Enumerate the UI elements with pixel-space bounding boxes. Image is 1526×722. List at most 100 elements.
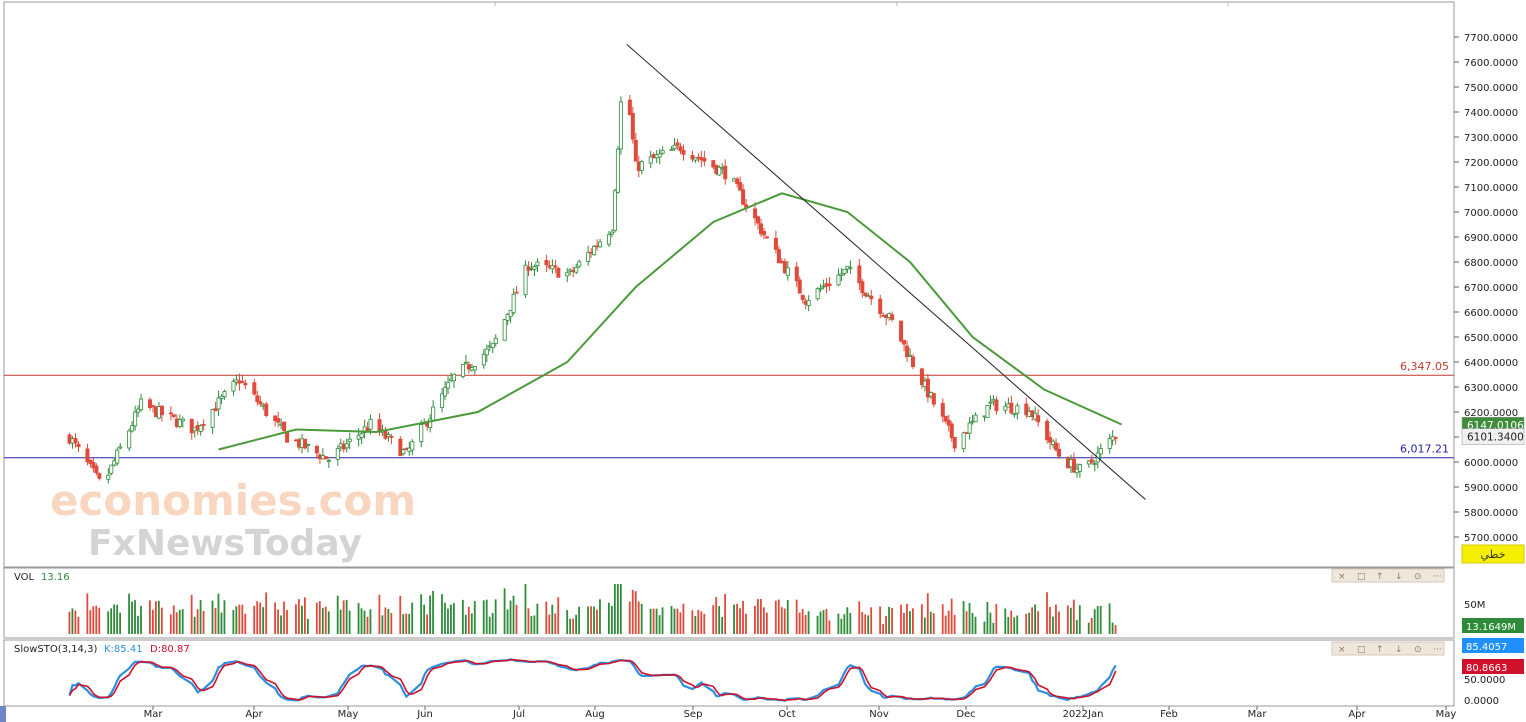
volume-bar (301, 605, 303, 634)
candle-body (428, 418, 433, 429)
toolbar-icon[interactable]: ↓ (1395, 572, 1403, 582)
volume-bar (318, 601, 321, 634)
volume-bar (190, 594, 193, 634)
x-tick-label: Mar (1248, 709, 1268, 720)
volume-bar (530, 616, 533, 634)
candle-body (738, 182, 743, 191)
volume-bar (932, 613, 935, 634)
toolbar-icon[interactable]: ··· (1433, 572, 1442, 582)
volume-bar (461, 599, 464, 634)
volume-bar (1090, 618, 1093, 634)
volume-bar (697, 609, 700, 634)
volume-bar (384, 607, 387, 634)
volume-badge: 13.1649M (1462, 618, 1524, 633)
volume-bar (929, 611, 932, 634)
volume-bar (366, 616, 369, 634)
volume-bar (888, 606, 890, 634)
volume-bar (298, 599, 300, 634)
candle-body (702, 157, 707, 162)
y-tick-label: 5700.0000 (1464, 533, 1518, 544)
volume-bar (256, 601, 259, 634)
volume-bar (846, 607, 849, 634)
candle-body (794, 266, 799, 282)
candle-body (952, 437, 957, 449)
volume-bar (1108, 603, 1111, 634)
stochastic-d-badge-label: 80.8663 (1466, 663, 1507, 674)
candle-body (91, 462, 96, 469)
x-tick-label: May (338, 709, 359, 720)
volume-bar (608, 602, 610, 634)
candle-body (410, 441, 415, 451)
toolbar-icon[interactable]: ⊙ (1414, 572, 1422, 582)
volume-bar (536, 603, 539, 634)
volume-bar (742, 600, 744, 634)
candle-body (842, 268, 847, 274)
candle-body (85, 448, 90, 463)
volume-bar (891, 607, 893, 634)
candle-body (961, 432, 966, 450)
stochastic-k-badge: 85.4057 (1462, 638, 1524, 653)
candle-body (1057, 448, 1062, 457)
toolbar-icon[interactable]: ⊙ (1414, 645, 1422, 655)
volume-bar (587, 606, 589, 634)
candle-body (1054, 442, 1059, 451)
candle-body (785, 267, 790, 276)
volume-bar (986, 602, 989, 634)
toolbar-icon[interactable]: □ (1357, 572, 1366, 582)
volume-bar (554, 613, 557, 634)
volume-bar (402, 614, 405, 634)
volume-bar (983, 621, 986, 634)
toolbar-icon[interactable]: ↑ (1376, 572, 1384, 582)
toolbar-icon[interactable]: ↓ (1395, 645, 1403, 655)
volume-bar (175, 612, 178, 634)
volume-panel-toolbar[interactable]: × □ ↑ ↓ ⊙ ··· (1331, 568, 1445, 583)
toolbar-icon[interactable]: × (1338, 572, 1346, 582)
volume-bar (745, 613, 747, 634)
volume-bar (825, 608, 828, 634)
scale-toggle-button[interactable]: خطي (1461, 544, 1525, 564)
volume-bar (202, 610, 205, 634)
volume-bar (482, 600, 485, 634)
scroll-handle[interactable] (0, 706, 6, 722)
volume-bar (107, 611, 110, 634)
toolbar-icon[interactable]: □ (1357, 645, 1366, 655)
toolbar-icon[interactable]: ↑ (1376, 645, 1384, 655)
x-tick-label: 2022Jan (1063, 709, 1104, 720)
candle-body (776, 249, 781, 264)
volume-bar (71, 608, 74, 634)
x-tick-label: Aug (585, 709, 605, 720)
volume-bar (95, 605, 98, 634)
x-tick-label: Apr (245, 709, 263, 720)
x-tick-label: Apr (1348, 709, 1366, 720)
volume-bar (649, 608, 652, 634)
volume-bar (92, 606, 95, 634)
volume-bar (816, 615, 819, 634)
toolbar-icon[interactable]: ··· (1433, 645, 1442, 655)
volume-bar (74, 610, 77, 634)
candle-body (1045, 420, 1050, 441)
volume-bar (1078, 605, 1081, 634)
volume-bars (68, 584, 1117, 634)
candle-body (472, 366, 477, 371)
volume-title: VOL (14, 572, 35, 583)
y-tick-label: 7300.0000 (1464, 133, 1518, 144)
candle-body (505, 314, 510, 321)
volume-bar (783, 608, 786, 634)
volume-bar (429, 595, 431, 634)
candle-body (139, 398, 144, 411)
candle-body (592, 246, 597, 256)
volume-bar (509, 600, 512, 634)
candle-body (994, 399, 999, 412)
volume-bar (885, 616, 887, 634)
candle-body (419, 424, 424, 442)
toolbar-icon[interactable]: × (1338, 645, 1346, 655)
candle-body (753, 208, 758, 219)
candle-body (943, 415, 948, 422)
volume-bar (447, 608, 449, 634)
candle-body (1092, 463, 1097, 465)
volume-bar (405, 613, 408, 634)
stochastic-panel-toolbar[interactable]: × □ ↑ ↓ ⊙ ··· (1331, 641, 1445, 656)
volume-bar (1004, 608, 1007, 634)
volume-bar (1013, 617, 1016, 634)
